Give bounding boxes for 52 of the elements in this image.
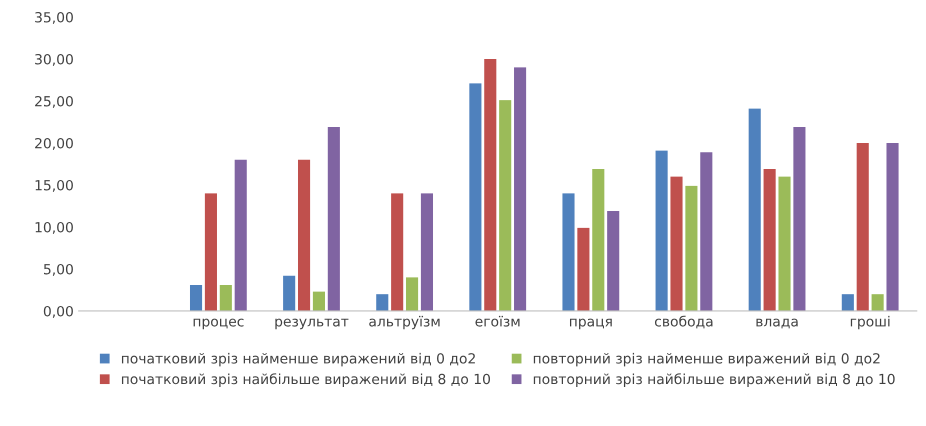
bar <box>328 127 340 311</box>
legend-label: початковий зріз найбільше виражений від 8 до 10 <box>122 373 490 387</box>
bar <box>469 83 482 311</box>
y-tick-label: 30,00 <box>35 54 73 66</box>
x-tick-label: влада <box>756 318 798 328</box>
bar <box>577 228 590 311</box>
x-tick-label: егоїзм <box>475 316 520 327</box>
bar <box>420 193 434 311</box>
x-tick-label: процес <box>194 318 244 330</box>
bar <box>406 277 418 311</box>
bar <box>220 284 232 311</box>
legend-label: повторний зріз найменше виражений від 0 до2 <box>534 352 880 366</box>
bar <box>778 176 791 311</box>
bar <box>607 211 620 311</box>
y-tick-label: 10,00 <box>36 222 73 234</box>
y-tick-label: 35,00 <box>35 12 73 24</box>
y-tick-label: 15,00 <box>36 180 73 192</box>
x-tick-label: праця <box>570 318 612 330</box>
y-tick-label: 20,00 <box>35 138 73 150</box>
legend-label: повторний зріз найбільше виражений від 8 до 10 <box>534 373 895 387</box>
y-tick-label: 0,00 <box>44 306 73 318</box>
bar <box>886 143 899 311</box>
bar <box>391 193 404 311</box>
x-tick-label: свобода <box>654 316 712 328</box>
bar <box>499 100 512 311</box>
x-tick-label: гроші <box>850 316 890 330</box>
bar <box>856 143 869 311</box>
bar <box>656 150 668 311</box>
bar <box>312 292 325 311</box>
bar <box>872 294 884 311</box>
bar <box>685 186 698 311</box>
bar <box>298 160 310 311</box>
legend-label: початковий зріз найменше виражений від 0 до2 <box>122 352 475 366</box>
bar <box>670 176 683 311</box>
bar <box>376 294 388 311</box>
bar <box>748 108 761 311</box>
bar <box>700 152 712 311</box>
bar <box>562 193 575 311</box>
y-tick-label: 25,00 <box>35 96 73 108</box>
x-tick-label: альтруїзм <box>369 316 440 330</box>
bar <box>793 127 806 311</box>
bar <box>283 276 296 311</box>
bar <box>764 169 776 311</box>
bar <box>204 193 217 311</box>
bar <box>484 59 496 311</box>
bar <box>842 294 854 311</box>
bar <box>234 160 247 311</box>
bar <box>592 169 604 311</box>
x-tick-label: результат <box>275 318 348 330</box>
bar <box>514 67 526 311</box>
bar <box>190 284 202 311</box>
y-tick-label: 5,00 <box>44 264 73 276</box>
